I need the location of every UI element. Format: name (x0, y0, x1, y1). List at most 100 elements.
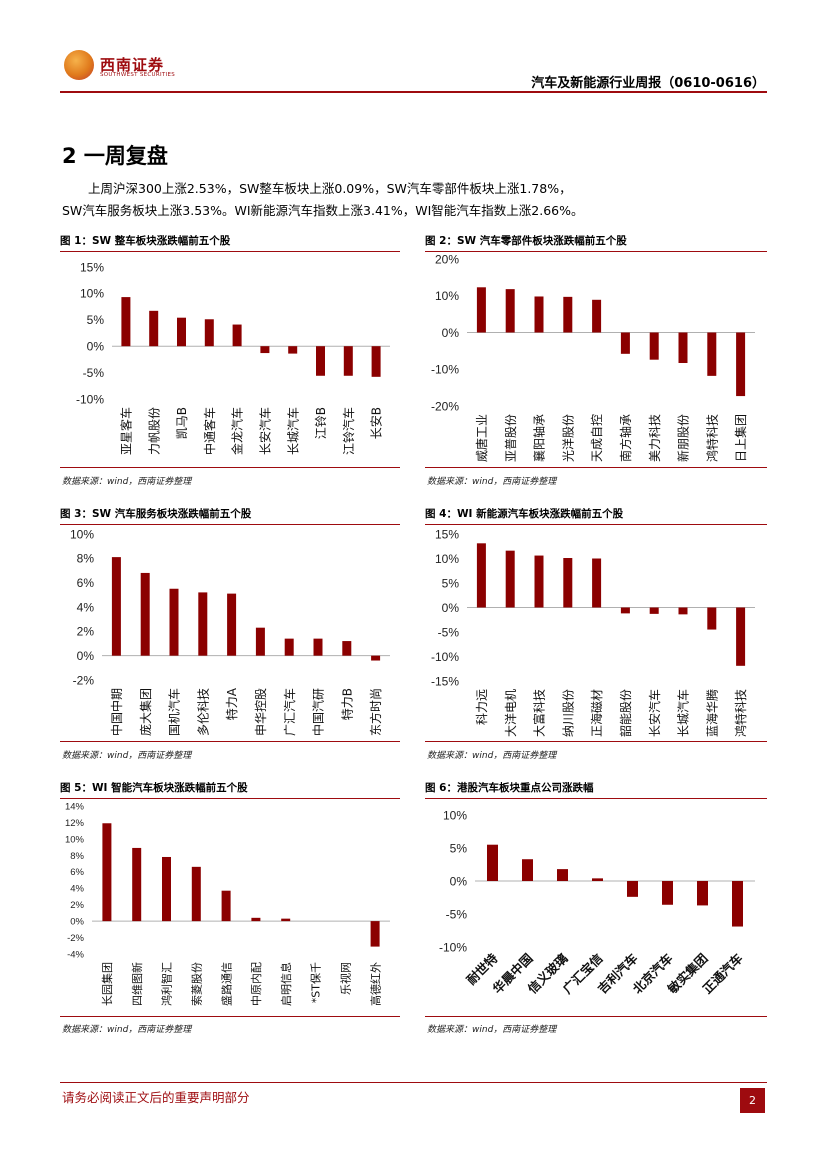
bar-chart-svg: 15% 10% 5% 0% -5% -10% -15% 科力远 大洋电机 大富科技 纳川股份 正海磁材… (431, 527, 755, 737)
category-label: 高德红外 (368, 962, 382, 1006)
figure-source: 数据来源：wind，西南证券整理 (427, 1025, 557, 1035)
y-tick-label: 15% (80, 260, 104, 274)
category-label: 光洋股份 (560, 414, 575, 462)
y-tick-label: 10% (435, 552, 459, 566)
bar (697, 881, 708, 906)
category-label: *ST保千 (309, 962, 323, 1003)
chart-1: 15% 10% 5% 0% -5% -10% 亚星客车 力帆股份 凯马B 中通客车 金龙汽车 长安汽车… (60, 255, 400, 465)
category-label: 长城汽车 (285, 407, 300, 455)
category-label: 广汇汽车 (282, 688, 297, 736)
y-tick-label: 2% (70, 900, 84, 911)
category-label: 韶能股份 (618, 689, 633, 737)
bar (281, 918, 291, 922)
y-tick-label: -10% (431, 363, 459, 377)
bar (522, 859, 533, 881)
figure-title: 图 2：SW 汽车零部件板块涨跌幅前五个股 (425, 233, 767, 252)
y-tick-label: 0% (77, 649, 95, 663)
figure-title: 图 5：WI 智能汽车板块涨跌幅前五个股 (60, 780, 400, 799)
y-tick-label: -15% (431, 674, 459, 688)
y-tick-label: 14% (65, 801, 85, 812)
figure-source: 数据来源：wind，西南证券整理 (427, 751, 557, 761)
figure-divider (60, 741, 400, 742)
bar (534, 555, 544, 608)
bar-chart-svg: 10% 8% 6% 4% 2% 0% -2% 中国中期 庞大集团 国机汽车 多伦科技 特力A 申华控股广… (70, 527, 390, 736)
y-tick-label: 0% (70, 917, 84, 928)
figure-title: 图 3：SW 汽车服务板块涨跌幅前五个股 (60, 506, 400, 525)
bar (476, 543, 486, 608)
bar (476, 287, 486, 333)
category-label: 蓝海华腾 (704, 689, 719, 737)
footer-disclaimer: 请务必阅读正文后的重要声明部分 (62, 1090, 250, 1105)
bar (316, 346, 325, 376)
logo-name: 西南证券 (100, 56, 165, 74)
y-tick-label: -5% (438, 625, 460, 639)
bar (121, 297, 131, 347)
bar (620, 332, 630, 354)
y-tick-label: -10% (76, 392, 104, 406)
category-label: 纳川股份 (561, 689, 575, 737)
bar (191, 866, 201, 922)
figure-4: 图 4：WI 新能源汽车板块涨跌幅前五个股 (425, 506, 767, 525)
header-divider (60, 91, 767, 93)
figure-divider (425, 1016, 767, 1017)
bar (592, 299, 602, 333)
figure-source: 数据来源：wind，西南证券整理 (427, 477, 557, 487)
category-label: 特力B (339, 688, 354, 720)
category-label: 襄阳轴承 (532, 414, 547, 462)
y-tick-label: 12% (65, 818, 85, 829)
bar (736, 607, 746, 666)
company-logo: 西南证券 SOUTHWEST SECURITIES (64, 50, 194, 86)
y-tick-label: 4% (70, 884, 84, 895)
bar (198, 592, 208, 656)
category-label: 江铃汽车 (341, 407, 356, 455)
figure-divider (60, 1016, 400, 1017)
summary-line-2: SW汽车服务板块上涨3.53%。WI新能源汽车指数上涨3.41%，WI智能汽车指… (62, 203, 584, 218)
figure-title: 图 4：WI 新能源汽车板块涨跌幅前五个股 (425, 506, 767, 525)
y-tick-label: 6% (77, 576, 95, 590)
y-tick-label: -4% (67, 949, 84, 960)
figure-1: 图 1：SW 整车板块涨跌幅前五个股 (60, 233, 400, 252)
category-label: 东方时尚 (368, 688, 383, 736)
category-label: 南方轴承 (618, 414, 633, 462)
figure-source: 数据来源：wind，西南证券整理 (62, 751, 192, 761)
figure-divider (425, 467, 767, 468)
figure-title: 图 6：港股汽车板块重点公司涨跌幅 (425, 780, 767, 799)
category-label: 金龙汽车 (230, 407, 245, 455)
y-tick-label: 4% (77, 600, 95, 614)
category-label: 大富科技 (532, 689, 547, 737)
bar (563, 296, 573, 333)
y-tick-label: -2% (67, 933, 84, 944)
bar (371, 655, 381, 661)
category-label: 长城汽车 (676, 689, 691, 737)
y-tick-label: 6% (70, 867, 84, 878)
bar (678, 607, 688, 615)
category-label: 鸿利智汇 (160, 962, 174, 1006)
category-label: 中国中期 (109, 688, 124, 736)
bar (102, 823, 112, 922)
category-label: 长安汽车 (647, 689, 662, 737)
y-tick-label: 8% (70, 851, 84, 862)
y-tick-label: -10% (431, 650, 459, 664)
category-label: 凯马B (175, 407, 189, 439)
category-label: 鸿特科技 (733, 689, 748, 737)
bar (284, 638, 294, 656)
bar (371, 346, 381, 377)
figure-6: 图 6：港股汽车板块重点公司涨跌幅 (425, 780, 767, 799)
category-label: 长园集团 (100, 962, 114, 1006)
figure-2: 图 2：SW 汽车零部件板块涨跌幅前五个股 (425, 233, 767, 252)
category-label: 长安汽车 (257, 407, 272, 455)
page-number: 2 (740, 1088, 765, 1113)
y-tick-label: -5% (446, 907, 468, 921)
bar (111, 557, 121, 656)
y-tick-label: 10% (443, 808, 467, 822)
y-tick-label: 10% (80, 287, 104, 301)
y-tick-label: 10% (65, 834, 85, 845)
y-tick-label: -2% (73, 673, 95, 687)
bar (140, 572, 150, 656)
logo-subtitle: SOUTHWEST SECURITIES (100, 72, 176, 78)
bar (592, 878, 603, 881)
category-label: 中国汽研 (311, 688, 326, 736)
y-tick-label: 5% (450, 841, 468, 855)
bar (221, 890, 231, 922)
bar (232, 324, 242, 347)
